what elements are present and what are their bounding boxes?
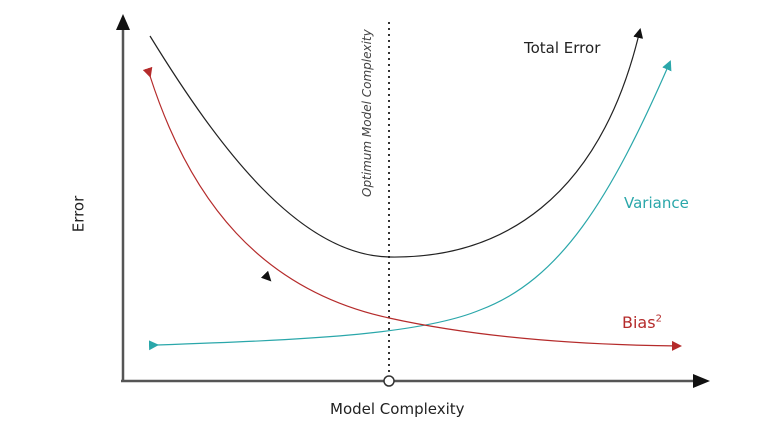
optimum-label-text: Optimum Model Complexity	[360, 29, 374, 197]
x-axis-label-text: Model Complexity	[330, 400, 465, 418]
variance-label: Variance	[624, 194, 689, 212]
optimum-label: Optimum Model Complexity	[360, 29, 374, 197]
total-error-label-text: Total Error	[524, 39, 601, 57]
total-error-curve	[141, 26, 644, 258]
y-axis-label-text: Error	[69, 195, 88, 233]
bias-label-text: Bias	[622, 313, 656, 332]
bias-label: Bias2	[622, 313, 662, 332]
variance-curve	[148, 60, 672, 351]
bias-superscript: 2	[655, 313, 662, 325]
x-axis-label: Model Complexity	[330, 400, 465, 418]
y-axis-label: Error	[69, 196, 87, 233]
total-error-label: Total Error	[524, 39, 600, 57]
variance-label-text: Variance	[624, 194, 689, 212]
axes	[116, 14, 710, 388]
bias-curve	[142, 66, 682, 351]
